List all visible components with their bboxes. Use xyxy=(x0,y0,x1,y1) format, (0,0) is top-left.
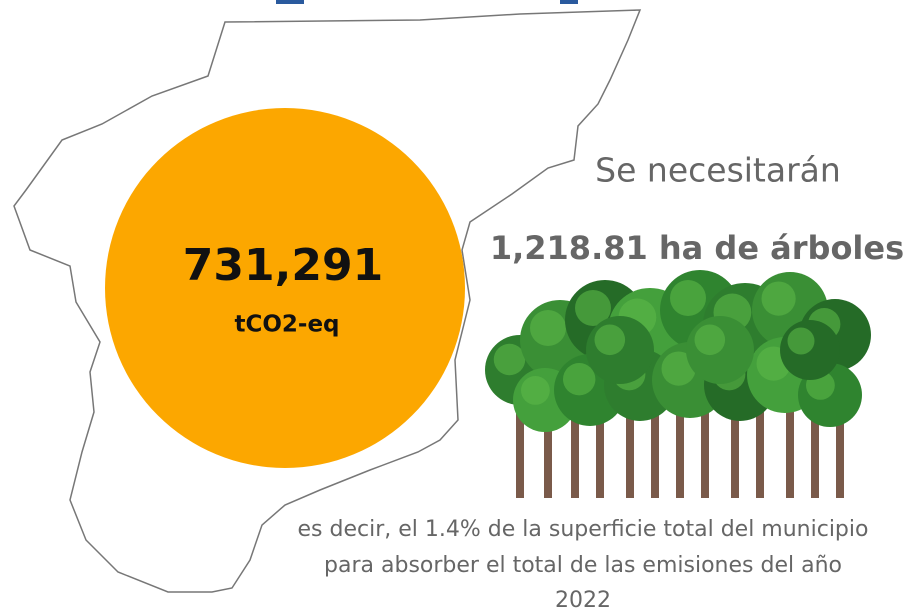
trunk xyxy=(651,412,659,498)
intro-text: Se necesitarán xyxy=(595,151,841,190)
emissions-unit: tCO2-eq xyxy=(234,312,339,338)
cut-title-fragment xyxy=(276,0,304,4)
cut-title-fragment xyxy=(560,0,578,4)
crown-highlight xyxy=(694,324,726,356)
crown-highlight xyxy=(661,351,696,386)
trunk xyxy=(626,406,634,498)
crown-highlight xyxy=(670,280,706,316)
detail-line: 2022 xyxy=(555,588,611,613)
trunk xyxy=(516,400,524,498)
trunk xyxy=(571,412,579,498)
trunk xyxy=(756,400,764,498)
trunk xyxy=(544,406,552,498)
crown-highlight xyxy=(761,281,796,316)
emissions-value: 731,291 xyxy=(183,240,383,291)
highlight-text: 1,218.81 ha de árboles xyxy=(490,229,904,267)
crown-highlight xyxy=(521,376,550,405)
detail-line: para absorber el total de las emisiones … xyxy=(324,553,842,578)
trunk xyxy=(701,406,709,498)
trunk xyxy=(811,412,819,498)
emissions-circle xyxy=(105,108,465,468)
trees-illustration xyxy=(485,270,871,498)
crown-highlight xyxy=(594,324,626,356)
trunk xyxy=(596,400,604,498)
crown-highlight xyxy=(530,310,566,346)
trunk xyxy=(731,412,739,498)
crown-highlight xyxy=(787,327,815,355)
trunk xyxy=(836,400,844,498)
detail-line: es decir, el 1.4% de la superficie total… xyxy=(298,517,869,542)
crown-highlight xyxy=(563,363,596,396)
crown-highlight xyxy=(493,343,526,376)
trunk xyxy=(786,406,794,498)
trunk xyxy=(676,400,684,498)
crown-highlight xyxy=(575,290,611,326)
